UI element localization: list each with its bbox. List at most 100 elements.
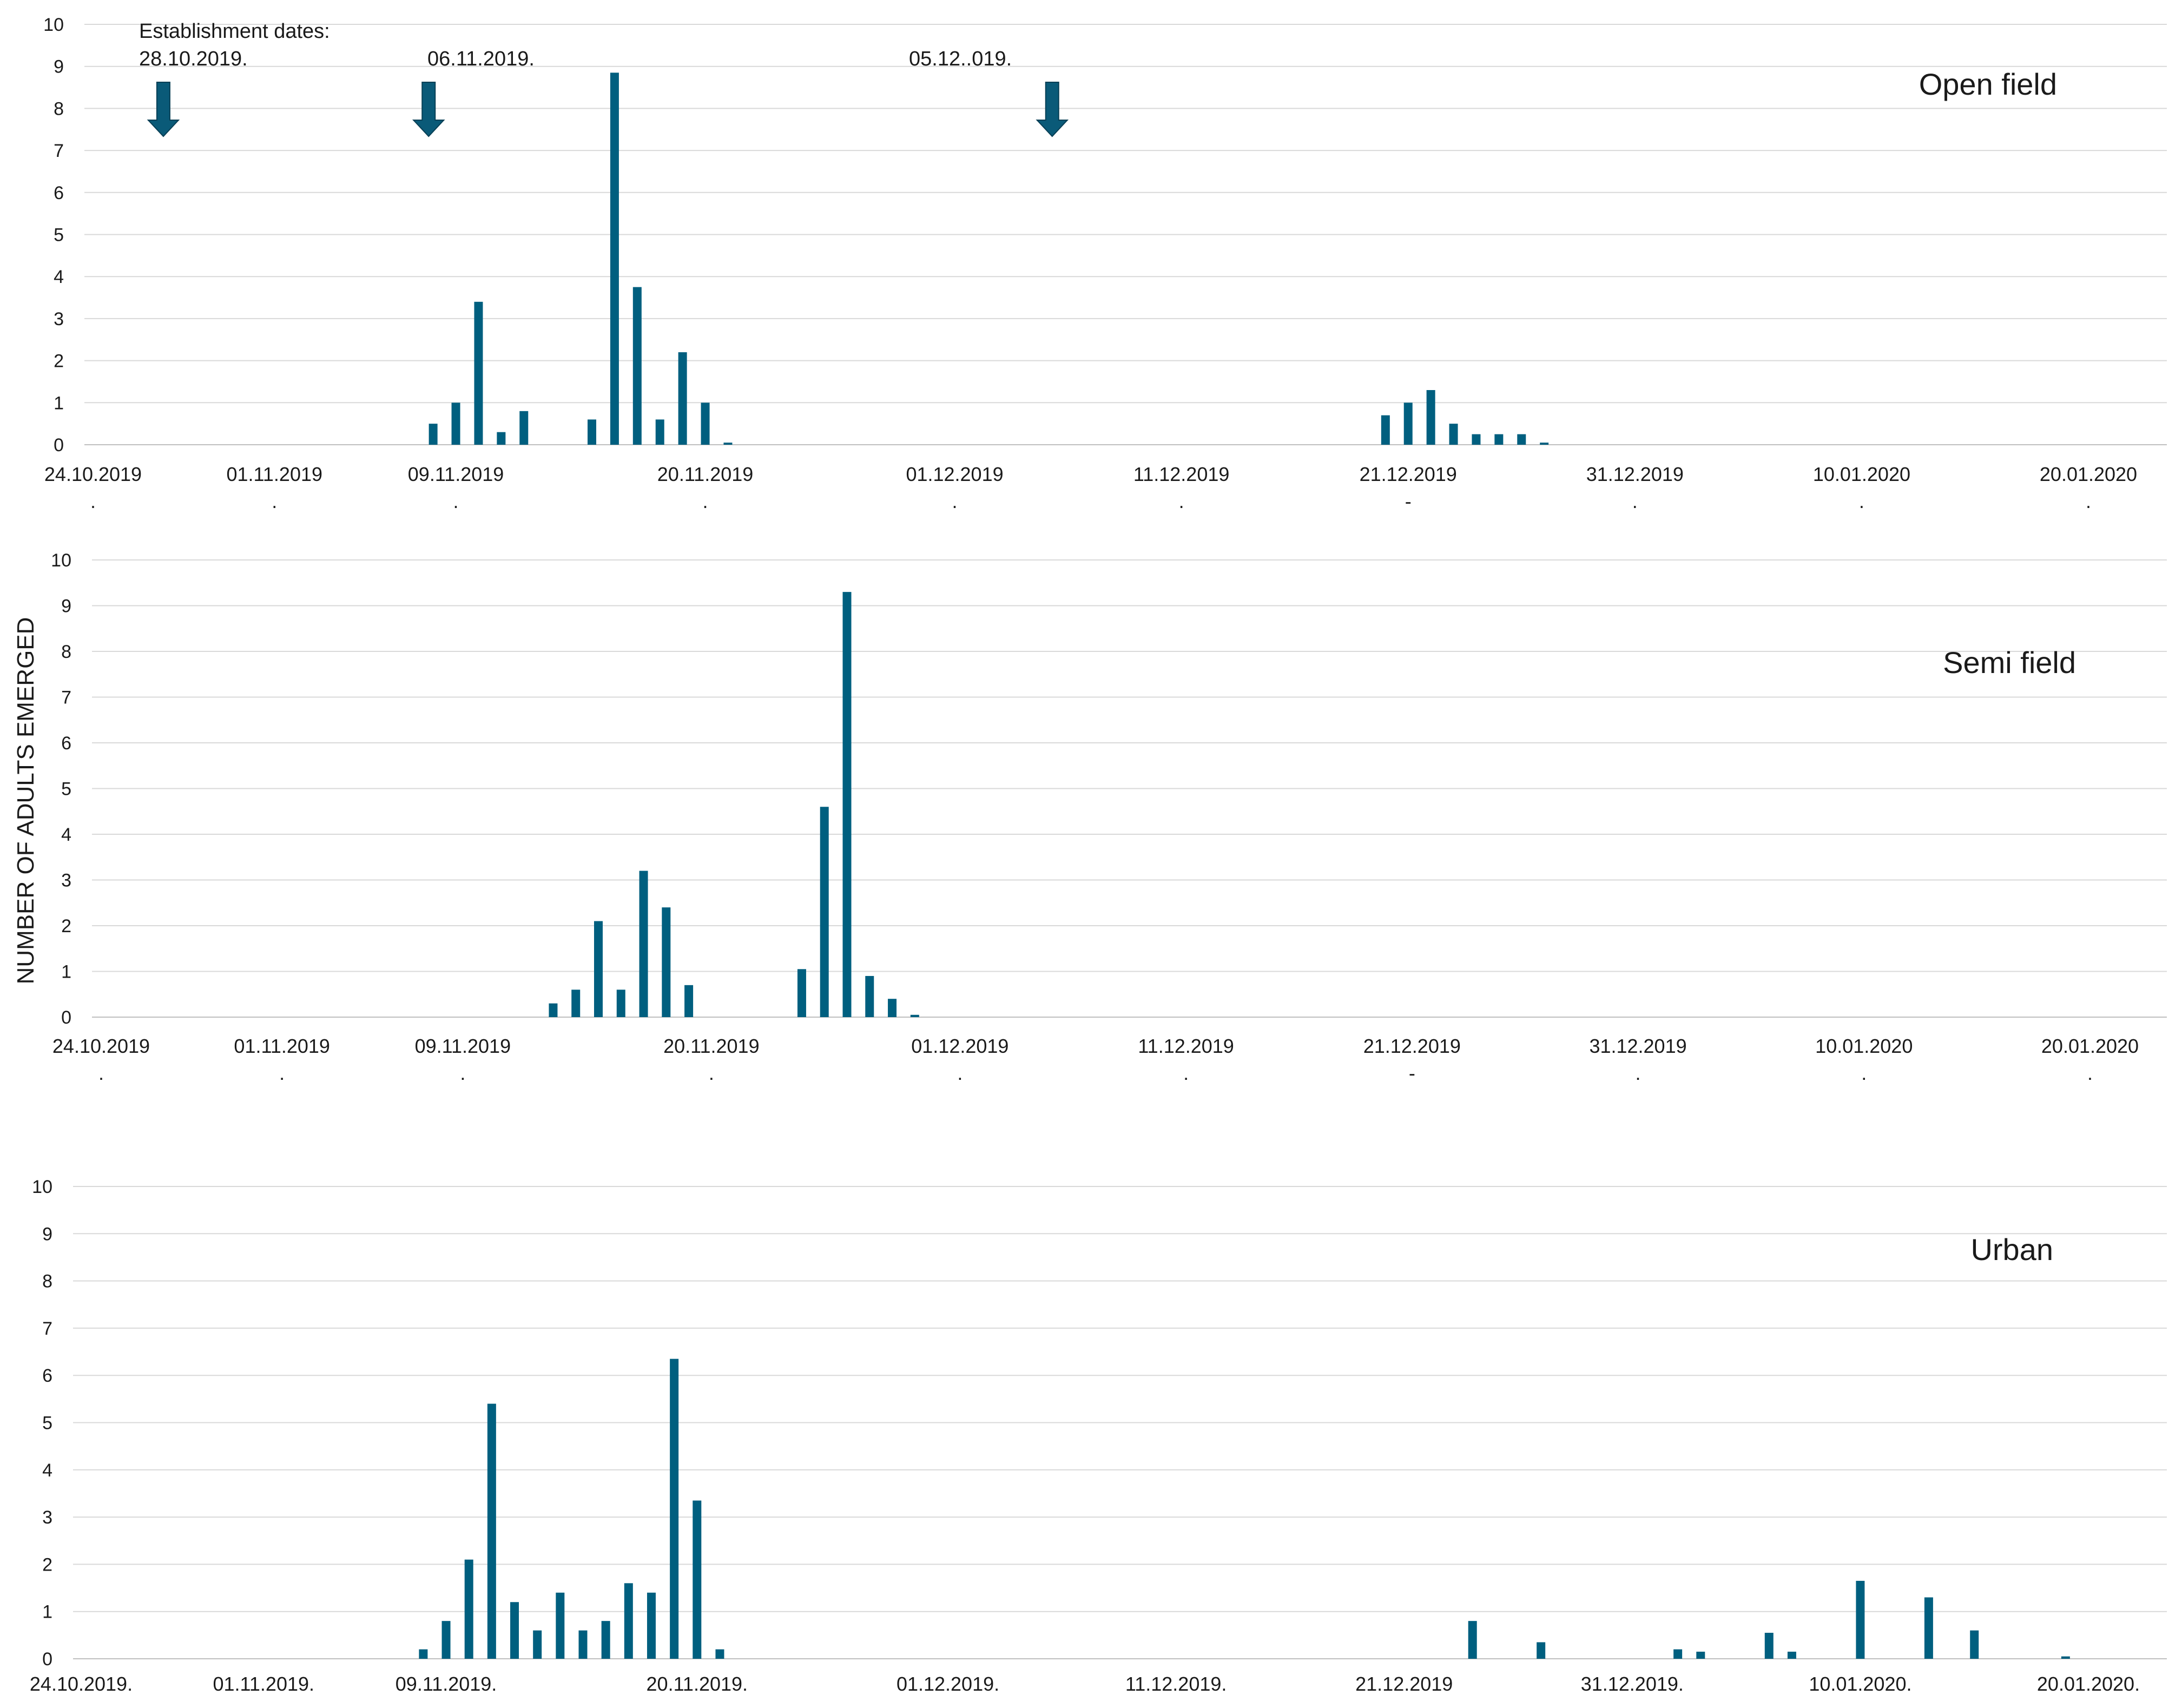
establishment-arrow-icon — [1036, 82, 1069, 137]
bar — [632, 287, 642, 445]
bar — [616, 990, 625, 1017]
bar — [1468, 1621, 1477, 1659]
bar — [1764, 1632, 1774, 1659]
bar — [601, 1621, 610, 1659]
bar — [441, 1621, 451, 1659]
x-tick-label: 11.12.2019 — [1133, 463, 1230, 485]
establishment-date: 05.12..019. — [909, 48, 1012, 70]
x-tick-label: 01.11.2019 — [234, 1035, 330, 1057]
x-tick-label: 21.12.2019 — [1355, 1673, 1453, 1695]
bar — [693, 1500, 702, 1659]
y-tick-label: 8 — [42, 1271, 52, 1292]
x-tick-mark: . — [952, 490, 958, 512]
bar — [556, 1592, 565, 1659]
x-tick-label: 20.01.2020 — [2040, 463, 2137, 485]
x-tick-mark: . — [703, 490, 708, 512]
establishment-arrow-icon — [412, 82, 445, 137]
x-tick-label: 20.11.2019 — [663, 1035, 760, 1057]
x-tick-label: 20.01.2020 — [2041, 1035, 2139, 1057]
x-tick-label: 31.12.2019 — [1589, 1035, 1686, 1057]
x-tick-label: 01.11.2019 — [227, 463, 323, 485]
bar — [1494, 434, 1504, 445]
x-tick-label: 09.11.2019 — [415, 1035, 511, 1057]
semi-field-title: Semi field — [1943, 645, 2076, 680]
x-tick-label: 20.01.2020. — [2037, 1673, 2140, 1695]
x-tick-label: 31.12.2019 — [1586, 463, 1684, 485]
x-tick-label: 24.10.2019. — [30, 1673, 133, 1695]
y-tick-label: 0 — [42, 1649, 52, 1670]
bar — [1856, 1580, 1865, 1659]
x-tick-mark: . — [98, 1062, 104, 1084]
bar — [497, 432, 506, 445]
bar — [910, 1014, 919, 1017]
bar — [1403, 403, 1413, 445]
bar — [723, 443, 733, 445]
bar — [662, 907, 671, 1017]
bar — [624, 1583, 633, 1659]
x-tick-mark: . — [1179, 490, 1184, 512]
bar — [647, 1592, 656, 1659]
bar — [578, 1630, 588, 1659]
x-tick-mark: . — [272, 490, 277, 512]
x-tick-mark: . — [1861, 1062, 1867, 1084]
y-tick-label: 8 — [54, 98, 64, 119]
x-tick-mark: . — [1632, 490, 1638, 512]
semi-field-panel: 0 1 2 3 4 5 6 7 8 9 10 24.10.2019. 01.11.2019. 09.11.… — [51, 550, 2167, 1084]
y-tick-label: 9 — [54, 57, 64, 77]
y-tick-label: 2 — [61, 916, 71, 937]
y-tick-label: 4 — [42, 1460, 52, 1481]
x-tick-label: 21.12.2019 — [1363, 1035, 1461, 1057]
bar — [464, 1559, 473, 1659]
establishment-date: 28.10.2019. — [139, 48, 248, 70]
x-tick-mark: . — [460, 1062, 465, 1084]
x-tick-mark: . — [2086, 490, 2091, 512]
open-field-title: Open field — [1919, 67, 2057, 101]
y-tick-label: 3 — [61, 871, 71, 891]
y-tick-label: 0 — [54, 435, 64, 456]
bar — [2061, 1656, 2070, 1659]
x-tick-mark: . — [1859, 490, 1864, 512]
bar — [655, 419, 664, 445]
bar — [797, 969, 806, 1017]
establishment-date: 06.11.2019. — [427, 48, 535, 70]
y-tick-label: 2 — [42, 1554, 52, 1575]
y-tick-label: 2 — [54, 351, 64, 372]
x-tick-mark: . — [709, 1062, 714, 1084]
x-tick-label: 09.11.2019. — [395, 1673, 497, 1695]
y-tick-label: 0 — [61, 1007, 71, 1028]
bar — [1540, 443, 1549, 445]
y-tick-label: 7 — [54, 141, 64, 161]
y-tick-label: 5 — [54, 225, 64, 246]
bar — [1381, 415, 1390, 445]
x-tick-label: 20.11.2019 — [657, 463, 754, 485]
x-tick-label: 10.01.2020 — [1813, 463, 1910, 485]
y-tick-label: 7 — [42, 1318, 52, 1339]
x-tick-mark: . — [1636, 1062, 1641, 1084]
bar — [474, 301, 483, 445]
x-tick-mark: . — [2087, 1062, 2093, 1084]
x-tick-mark: . — [90, 490, 96, 512]
bar — [533, 1630, 542, 1659]
y-tick-label: 6 — [42, 1366, 52, 1386]
bar — [670, 1359, 679, 1659]
y-tick-label: 1 — [61, 962, 71, 982]
bar — [571, 990, 581, 1017]
y-tick-label: 1 — [54, 393, 64, 413]
bar — [715, 1649, 724, 1659]
y-tick-label: 8 — [61, 642, 71, 662]
y-tick-label: 9 — [61, 596, 71, 617]
open-field-panel: 0 1 2 3 4 5 6 7 8 9 10 24.10.2019. 01.11.2019. 09.11.… — [43, 15, 2167, 512]
x-tick-label: 09.11.2019 — [408, 463, 504, 485]
bar — [639, 871, 648, 1017]
bar — [519, 411, 529, 445]
x-tick-label: 01.12.2019. — [896, 1673, 999, 1695]
bar — [451, 403, 460, 445]
bar — [1787, 1651, 1796, 1659]
establishment-dates-header: Establishment dates: — [139, 20, 330, 43]
bar — [1449, 424, 1458, 445]
y-tick-label: 10 — [43, 15, 64, 35]
bar — [610, 72, 619, 445]
establishment-arrow-icon — [147, 82, 180, 137]
bar — [684, 985, 694, 1017]
y-tick-label: 3 — [54, 309, 64, 329]
